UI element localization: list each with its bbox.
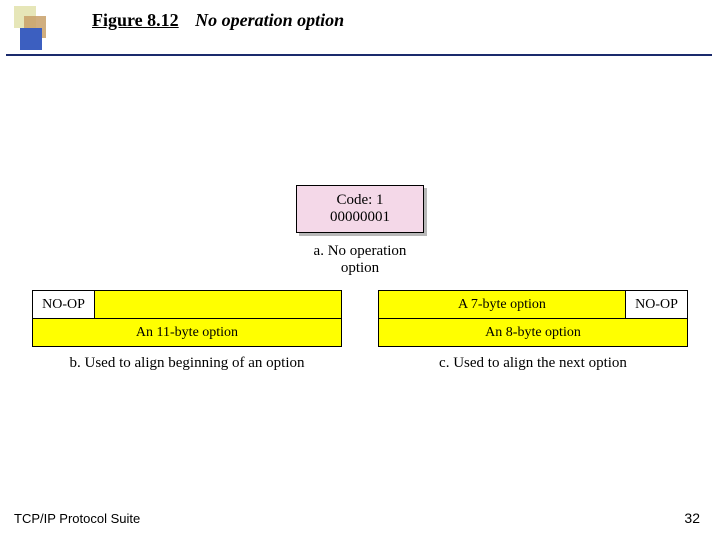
option-cell-11byte: An 11-byte option (33, 319, 342, 347)
table-row: An 11-byte option (33, 319, 342, 347)
bullet-decoration (14, 6, 58, 46)
caption-c: c. Used to align the next option (378, 355, 688, 372)
table-row: A 7-byte option NO-OP (379, 291, 688, 319)
code-line-2: 00000001 (330, 209, 390, 226)
figure-title: Figure 8.12 No operation option (92, 10, 344, 31)
noop-cell: NO-OP (33, 291, 95, 319)
panel-c-table: A 7-byte option NO-OP An 8-byte option (378, 290, 688, 347)
panel-c: A 7-byte option NO-OP An 8-byte option c… (378, 290, 688, 372)
code-box: Code: 1 00000001 (296, 185, 424, 233)
footer-source: TCP/IP Protocol Suite (14, 511, 140, 526)
code-line-1: Code: 1 (336, 192, 383, 209)
table-row: NO-OP (33, 291, 342, 319)
option-cell-7byte: A 7-byte option (379, 291, 626, 319)
title-rule (6, 54, 712, 56)
table-row: An 8-byte option (379, 319, 688, 347)
figure-name: No operation option (195, 10, 344, 30)
deco-square-c (20, 28, 42, 50)
caption-b: b. Used to align beginning of an option (32, 355, 342, 372)
option-cell-8byte: An 8-byte option (379, 319, 688, 347)
caption-a: a. No operation option (296, 243, 424, 277)
panel-b-table: NO-OP An 11-byte option (32, 290, 342, 347)
figure-number: Figure 8.12 (92, 10, 179, 30)
codebox-group: Code: 1 00000001 a. No operation option (296, 185, 424, 277)
option-cell-empty (95, 291, 342, 319)
slide: Figure 8.12 No operation option Code: 1 … (0, 0, 720, 540)
noop-cell: NO-OP (626, 291, 688, 319)
slide-number: 32 (684, 510, 700, 526)
panel-b: NO-OP An 11-byte option b. Used to align… (32, 290, 342, 372)
